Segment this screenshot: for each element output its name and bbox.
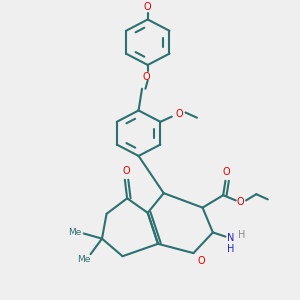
Text: H: H [227, 244, 235, 254]
Text: Me: Me [68, 228, 81, 237]
Text: O: O [122, 167, 130, 176]
Text: O: O [223, 167, 230, 178]
Text: O: O [176, 109, 184, 118]
Text: O: O [198, 256, 205, 266]
Text: O: O [236, 197, 244, 208]
Text: O: O [143, 72, 150, 82]
Text: N: N [227, 232, 235, 243]
Text: Me: Me [77, 255, 90, 264]
Text: H: H [238, 230, 245, 239]
Text: O: O [144, 2, 152, 12]
